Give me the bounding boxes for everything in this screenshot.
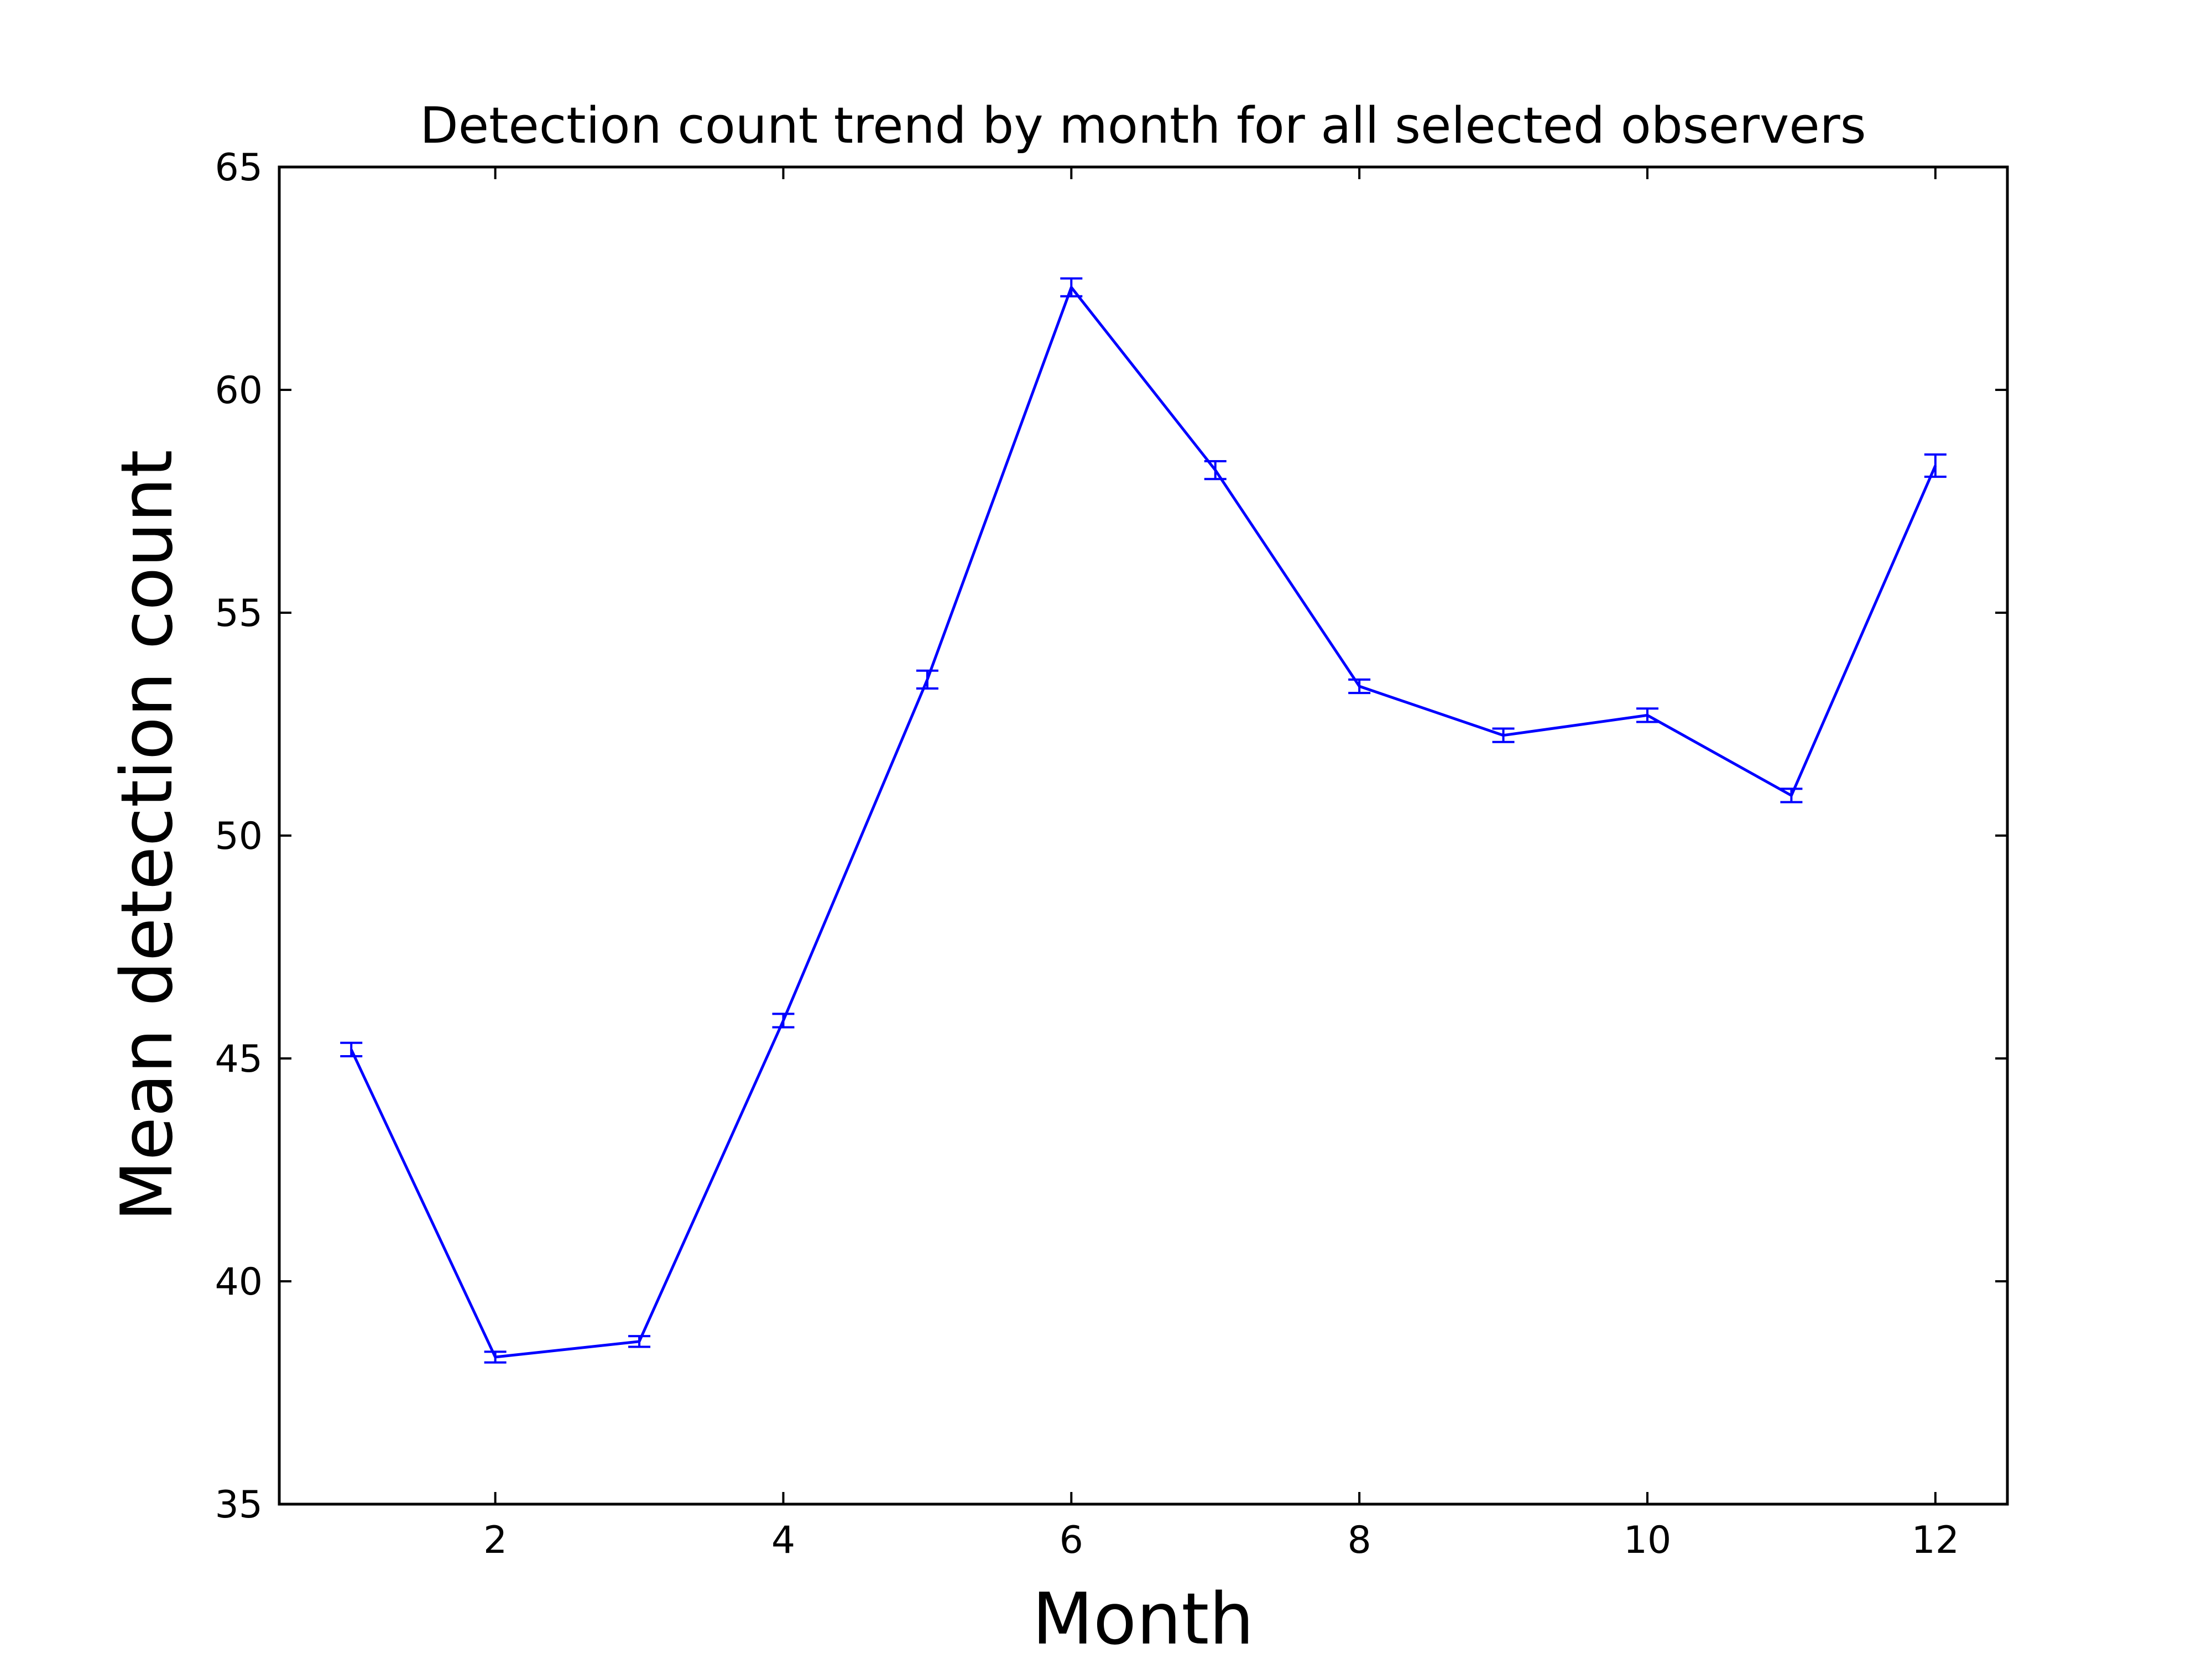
x-tick-label: 12 bbox=[1912, 1519, 1960, 1562]
y-tick-label: 65 bbox=[215, 146, 263, 190]
y-tick-label: 35 bbox=[215, 1483, 263, 1527]
y-tick-label: 50 bbox=[215, 815, 263, 858]
x-tick-label: 4 bbox=[771, 1519, 795, 1562]
plot-frame bbox=[278, 165, 2009, 1506]
x-tick-label: 10 bbox=[1624, 1519, 1672, 1562]
x-tick-label: 2 bbox=[483, 1519, 507, 1562]
plot-area bbox=[279, 167, 2007, 1504]
series-line bbox=[349, 286, 1937, 1359]
x-tick-label: 8 bbox=[1347, 1519, 1371, 1562]
tick-labels: 2 4 6 8 10 12 35 40 45 50 55 60 65 bbox=[215, 146, 1959, 1562]
y-tick-label: 45 bbox=[215, 1037, 263, 1081]
chart-title: Detection count trend by month for all s… bbox=[420, 97, 1866, 155]
x-axis-title: Month bbox=[1032, 1578, 1254, 1659]
error-bar bbox=[340, 1041, 363, 1057]
y-tick-label: 55 bbox=[215, 592, 263, 635]
y-tick-label: 60 bbox=[215, 369, 263, 413]
y-tick-label: 40 bbox=[215, 1260, 263, 1304]
y-axis-title: Mean detection count bbox=[106, 450, 189, 1222]
x-tick-label: 6 bbox=[1060, 1519, 1083, 1562]
